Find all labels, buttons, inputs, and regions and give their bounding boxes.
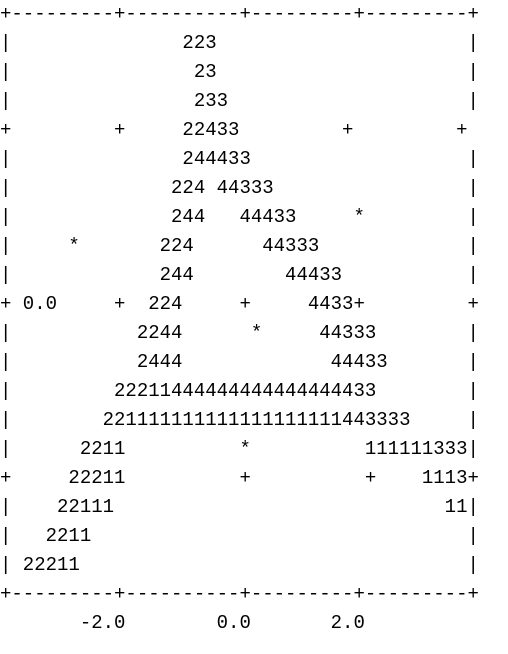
ascii-contour-plot: +---------+----------+---------+--------… [0,0,508,638]
